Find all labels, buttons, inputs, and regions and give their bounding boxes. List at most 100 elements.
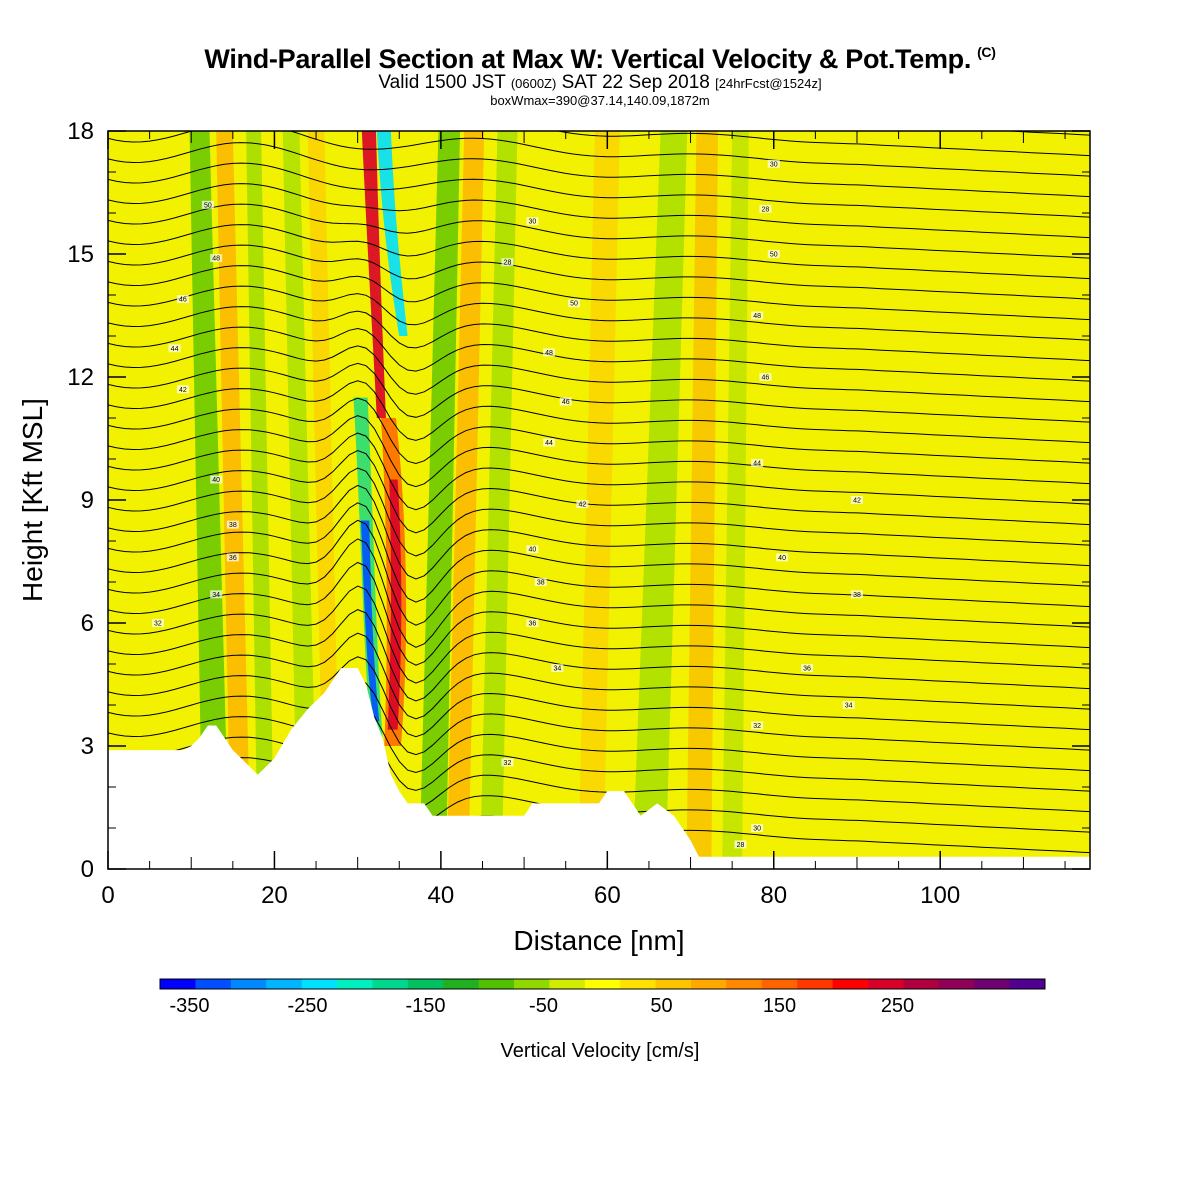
theta-contour-12 xyxy=(108,519,1090,626)
contour-label-text: 32 xyxy=(154,621,162,628)
contour-label: 50 xyxy=(201,200,214,209)
box-info: boxWmax=390@37.14,140.09,1872m xyxy=(490,93,710,108)
contour-label: 46 xyxy=(759,373,772,382)
contour-label-bg xyxy=(210,254,223,263)
contour-label-bg xyxy=(850,496,863,504)
contour-label-text: 34 xyxy=(212,592,220,599)
theta-contour-17 xyxy=(108,432,1090,511)
contour-label-bg xyxy=(501,758,514,767)
colorbar-tick-label: 150 xyxy=(763,995,796,1017)
contour-label-text: 40 xyxy=(529,547,537,554)
contour-label: 50 xyxy=(568,299,581,308)
colorbar-swatch xyxy=(620,979,657,989)
contour-label-text: 28 xyxy=(737,842,745,849)
contour-label: 28 xyxy=(501,258,514,267)
contour-label-text: 48 xyxy=(545,350,553,357)
forecast-label: [24hrFcst@1524z] xyxy=(715,76,822,91)
contour-label: 42 xyxy=(576,500,589,509)
updraft-core-high xyxy=(361,131,386,418)
contour-label: 46 xyxy=(559,397,572,406)
contour-label-text: 34 xyxy=(845,703,853,710)
contour-label: 36 xyxy=(526,619,539,628)
theta-contour-21 xyxy=(108,362,1090,423)
theta-contour-9 xyxy=(108,585,1090,684)
y-tick-label: 6 xyxy=(81,610,94,637)
wave-band-7 xyxy=(479,131,518,869)
theta-contour-28 xyxy=(108,224,1090,280)
contour-label-text: 30 xyxy=(753,826,761,833)
x-axis: 0 20 40 60 80 100 xyxy=(101,131,1066,909)
colorbar-tick-label: -250 xyxy=(287,995,327,1017)
contour-label-text: 36 xyxy=(803,666,811,673)
theta-contour-25 xyxy=(108,285,1090,341)
terrain xyxy=(108,668,1090,869)
contour-label-bg xyxy=(226,553,239,562)
theta-contour-8 xyxy=(108,609,1090,702)
x-tick-label: 100 xyxy=(920,882,960,909)
colorbar-swatch xyxy=(726,979,763,989)
y-tick-label: 0 xyxy=(81,856,94,883)
colorbar-swatch xyxy=(478,979,515,989)
contour-label-text: 44 xyxy=(171,346,179,353)
contour-label-text: 28 xyxy=(504,260,512,267)
theta-contour-26 xyxy=(108,265,1090,321)
contour-label-bg xyxy=(543,348,556,357)
theta-contour-5 xyxy=(108,679,1090,756)
colorbar-swatch xyxy=(868,979,904,989)
colorbar-frame xyxy=(159,978,1046,990)
contour-label-bg xyxy=(751,721,764,730)
contour-label-text: 44 xyxy=(753,461,761,468)
contour-label-bg xyxy=(751,311,764,320)
contour-label-text: 42 xyxy=(179,387,187,394)
colorbar-swatch xyxy=(691,979,727,989)
contour-label: 40 xyxy=(526,545,539,554)
contour-label: 48 xyxy=(751,311,764,320)
contour-label-bg xyxy=(210,475,223,484)
contour-label-bg xyxy=(551,664,564,673)
valid-date: SAT 22 Sep 2018 xyxy=(561,72,710,93)
colorbar-tick-label: -150 xyxy=(405,995,445,1017)
colorbar-swatch xyxy=(266,979,303,989)
contour-label-text: 48 xyxy=(212,256,220,263)
contour-label-bg xyxy=(801,664,814,673)
colorbar-swatch xyxy=(584,979,621,989)
theta-contour-15 xyxy=(108,467,1090,557)
contour-label-text: 30 xyxy=(529,219,537,226)
contour-label-text: 50 xyxy=(770,252,778,259)
contour-label: 28 xyxy=(759,204,772,213)
y-tick-label: 9 xyxy=(81,487,94,514)
contour-label-bg xyxy=(850,590,863,599)
contour-label-bg xyxy=(526,217,539,226)
contour-label-bg xyxy=(759,373,772,381)
theta-contour-19 xyxy=(108,397,1090,465)
theta-contour-14 xyxy=(108,484,1090,580)
contour-label-bg xyxy=(751,824,764,832)
contour-label-bg xyxy=(776,553,789,562)
contour-label-text: 28 xyxy=(762,206,770,213)
theta-contour-27 xyxy=(108,244,1090,300)
contour-label: 38 xyxy=(226,520,239,529)
colorbar-swatch xyxy=(301,979,338,989)
contour-label: 48 xyxy=(543,348,556,357)
contour-label-bg xyxy=(176,385,189,394)
contour-label-bg xyxy=(767,250,780,258)
theta-contour-31 xyxy=(108,162,1090,218)
contour-label-text: 48 xyxy=(753,313,761,320)
contour-label-bg xyxy=(526,619,539,627)
x-tick-label: 0 xyxy=(101,882,114,909)
colorbar-tick-label: 50 xyxy=(650,995,672,1017)
colorbar-swatch xyxy=(655,979,692,989)
colorbar-swatch xyxy=(407,979,444,989)
contour-label-text: 50 xyxy=(570,301,578,308)
contour-label: 42 xyxy=(176,385,189,394)
contour-label: 48 xyxy=(210,254,223,263)
contour-label-bg xyxy=(168,344,181,353)
theta-contour-29 xyxy=(108,203,1090,259)
theta-contour-4 xyxy=(108,703,1090,774)
chart-title-text: Wind-Parallel Section at Max W: Vertical… xyxy=(204,44,972,74)
copyright-mark: (C) xyxy=(977,44,996,60)
y-tick-label: 18 xyxy=(67,118,94,145)
wave-band-5 xyxy=(419,131,461,869)
y-tick-label: 12 xyxy=(67,364,94,391)
